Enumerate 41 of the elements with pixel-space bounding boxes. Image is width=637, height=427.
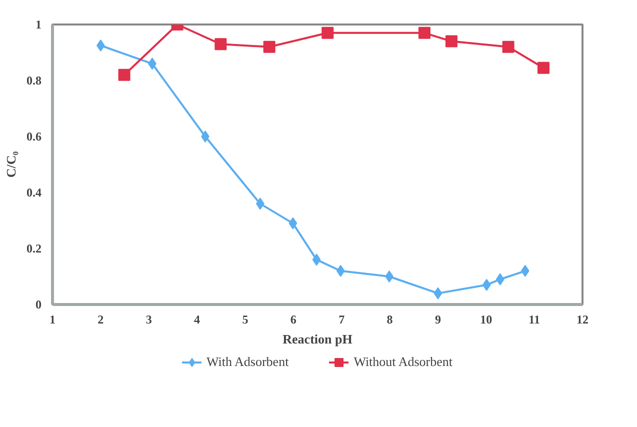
x-tick-label: 8	[386, 312, 393, 326]
point	[502, 40, 514, 53]
point	[496, 273, 504, 286]
point	[201, 130, 210, 142]
x-tick-label: 2	[98, 312, 104, 326]
x-tick-label: 7	[338, 312, 345, 326]
point	[385, 270, 394, 282]
x-tick-label: 12	[576, 312, 588, 326]
legend-label: With Adsorbent	[206, 354, 289, 370]
y-tick-label: 0.8	[26, 74, 42, 88]
x-tick-label: 4	[194, 312, 200, 326]
y-tick-label: 0	[36, 298, 42, 312]
point	[418, 26, 430, 39]
legend-label: Without Adsorbent	[354, 354, 452, 370]
x-tick-label: 6	[290, 312, 296, 326]
x-tick-label: 11	[528, 312, 540, 326]
point	[537, 62, 550, 74]
point	[96, 40, 105, 52]
x-tick-label: 5	[242, 312, 248, 326]
point	[434, 287, 442, 300]
x-tick-label: 10	[480, 312, 492, 326]
x-tick-label: 1	[50, 312, 56, 326]
point	[322, 26, 334, 39]
point	[118, 68, 130, 81]
y-tick-label: 0.4	[26, 186, 42, 200]
y-axis-title: C/C₀	[4, 151, 18, 178]
x-axis-title: Reaction pH	[282, 332, 352, 346]
point	[256, 198, 264, 210]
point	[445, 35, 458, 48]
point	[482, 278, 491, 291]
point	[336, 264, 345, 277]
point	[214, 38, 227, 50]
x-tick-label: 3	[146, 312, 152, 326]
y-tick-label: 1	[36, 18, 42, 32]
point	[288, 217, 298, 230]
x-tick-label: 9	[434, 312, 441, 326]
point	[520, 264, 530, 277]
point	[312, 254, 321, 266]
y-tick-label: 0.2	[26, 242, 42, 256]
point	[263, 40, 276, 53]
y-tick-label: 0.6	[26, 130, 42, 144]
